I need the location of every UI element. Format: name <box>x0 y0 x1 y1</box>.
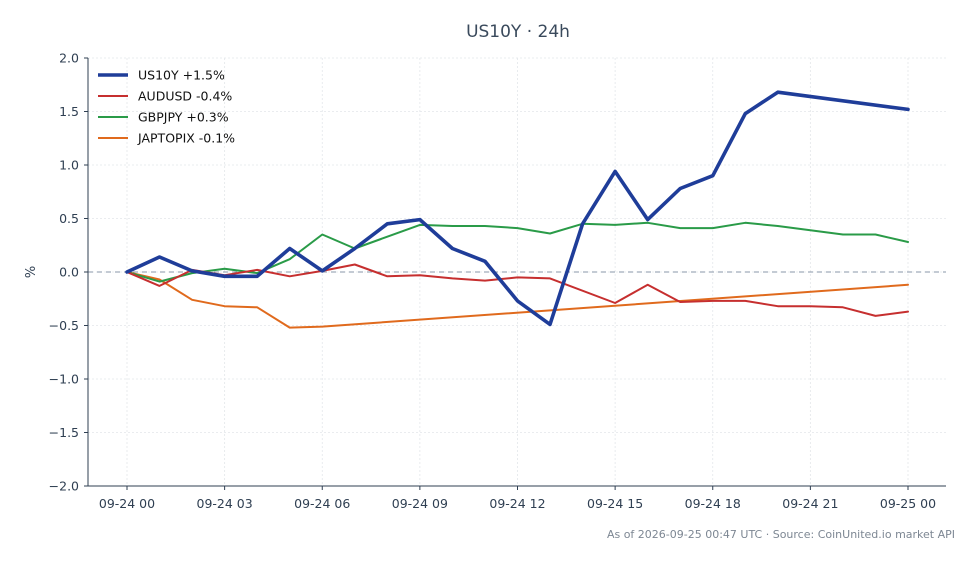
y-tick-label: 0.5 <box>59 211 79 226</box>
x-tick-label: 09-24 03 <box>197 496 253 511</box>
series-layer <box>125 90 910 329</box>
x-tick-label: 09-24 06 <box>294 496 350 511</box>
y-tick-label: 0.0 <box>59 265 79 280</box>
legend-entry: GBPJPY +0.3% <box>138 110 229 125</box>
y-tick-label: 1.0 <box>59 158 79 173</box>
legend-entry: US10Y +1.5% <box>138 68 225 83</box>
x-tick-label: 09-24 21 <box>782 496 838 511</box>
y-tick-label: −1.5 <box>49 425 79 440</box>
legend: US10Y +1.5% AUDUSD -0.4% GBPJPY +0.3% JAPTO… <box>98 68 235 146</box>
x-tick-label: 09-25 00 <box>880 496 936 511</box>
axes <box>84 57 946 490</box>
tick-labels: 2.0 1.5 1.0 0.5 0.0 −0.5 −1.0 −1.5 −2.0 09-24 00 0… <box>49 51 937 512</box>
y-tick-label: −2.0 <box>49 479 79 494</box>
series-line-2 <box>126 221 909 283</box>
x-tick-label: 09-24 18 <box>685 496 741 511</box>
x-tick-label: 09-24 12 <box>489 496 545 511</box>
source-footer: As of 2026-09-25 00:47 UTC · Source: Coi… <box>607 528 955 541</box>
legend-entry: AUDUSD -0.4% <box>138 89 232 104</box>
y-tick-label: −1.0 <box>49 372 79 387</box>
y-axis-label: % <box>24 266 39 278</box>
chart-title: US10Y · 24h <box>466 22 570 42</box>
x-tick-label: 09-24 09 <box>392 496 448 511</box>
y-tick-label: −0.5 <box>49 318 79 333</box>
x-tick-label: 09-24 15 <box>587 496 643 511</box>
series-line-0 <box>125 90 910 327</box>
y-tick-label: 1.5 <box>59 104 79 119</box>
legend-entry: JAPTOPIX -0.1% <box>137 131 235 146</box>
y-tick-label: 2.0 <box>59 51 79 66</box>
x-tick-label: 09-24 00 <box>99 496 155 511</box>
